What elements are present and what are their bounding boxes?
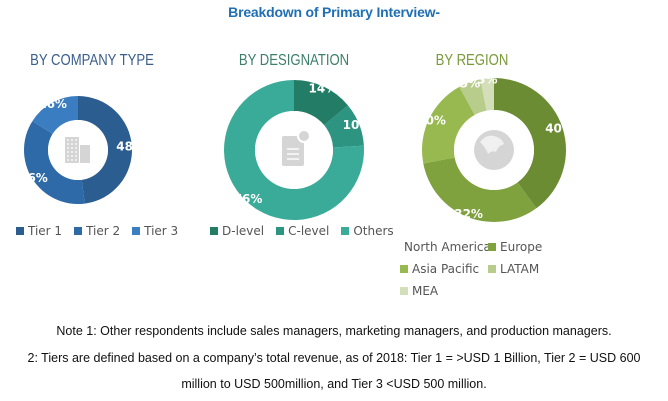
legend-label: Asia Pacific: [412, 262, 480, 276]
data-label-c-level: 10%: [343, 118, 372, 132]
data-label-europe: 32%: [454, 207, 483, 221]
legend-label: Tier 2: [86, 224, 121, 238]
data-label-tier-1: 48%: [116, 140, 145, 154]
slice-d-level: [294, 80, 348, 126]
data-label-tier-2: 36%: [19, 171, 48, 185]
legend-region: North America Europe Asia Pacific LATAM MEA: [400, 240, 570, 306]
legend-swatch: [132, 227, 141, 235]
legend-swatch: [16, 227, 24, 235]
legend-item-latam: LATAM: [488, 262, 548, 276]
legend-label: LATAM: [500, 262, 540, 276]
legend-item-d-level: D-level: [210, 224, 264, 238]
data-label-d-level: 14%: [309, 82, 338, 96]
legend-label: D-level: [222, 224, 265, 238]
legend-swatch: [400, 287, 408, 295]
legend-label: Others: [353, 224, 394, 238]
slice-others: [223, 80, 364, 220]
data-label-mea: 3%: [477, 72, 497, 86]
legend-swatch: [488, 265, 496, 273]
legend-company-type: Tier 1 Tier 2 Tier 3: [16, 224, 216, 238]
globe-icon: [474, 130, 514, 170]
document-icon: [282, 129, 311, 166]
legend-item-tier-1: Tier 1: [16, 224, 62, 238]
slice-asia-pacific: [422, 86, 475, 164]
legend-swatch: [276, 227, 285, 235]
slice-mea: [480, 78, 494, 111]
legend-label: Europe: [500, 240, 543, 254]
legend-label: Tier 1: [28, 224, 63, 238]
legend-item-mea: MEA: [400, 284, 488, 298]
chart-title-designation: BY DESIGNATION: [238, 52, 350, 69]
legend-label: C-level: [288, 224, 330, 238]
legend-item-north-america: North America: [400, 240, 491, 254]
legend-item-asia-pacific: Asia Pacific: [400, 262, 488, 276]
main-title: Breakdown of Primary Interview-: [228, 4, 440, 20]
legend-swatch: [400, 265, 408, 273]
data-label-north-america: 40%: [545, 122, 574, 136]
legend-item-tier-2: Tier 2: [74, 224, 120, 238]
slice-c-level: [324, 105, 364, 148]
note-2: 2: Tiers are defined based on a company’…: [27, 351, 641, 365]
chart-title-region: BY REGION: [435, 52, 509, 69]
legend-swatch: [341, 227, 350, 235]
legend-swatch: [488, 243, 496, 251]
chart-title-company-type: BY COMPANY TYPE: [30, 52, 154, 69]
slice-tier-2: [23, 121, 85, 204]
slice-tier-1: [78, 96, 133, 204]
legend-item-europe: Europe: [488, 240, 548, 254]
data-label-tier-3: 16%: [38, 97, 67, 111]
data-label-asia-pacific: 20%: [417, 114, 446, 128]
data-label-others: 76%: [234, 192, 263, 206]
legend-label: Tier 3: [144, 224, 179, 238]
slice-north-america: [494, 78, 567, 209]
legend-swatch: [210, 227, 218, 235]
legend-item-c-level: C-level: [276, 224, 329, 238]
legend-label: MEA: [412, 284, 439, 298]
legend-swatch: [74, 227, 83, 235]
legend-designation: D-level C-level Others: [210, 224, 410, 238]
data-label-latam: 5%: [460, 76, 480, 90]
note-3: million to USD 500million, and Tier 3 <U…: [181, 377, 487, 391]
legend-label: North America: [404, 240, 491, 254]
slice-tier-3: [32, 96, 78, 134]
building-icon: [65, 137, 90, 163]
slice-latam: [459, 79, 487, 115]
note-1: Note 1: Other respondents include sales …: [56, 324, 612, 338]
legend-item-others: Others: [341, 224, 394, 238]
slice-europe: [423, 157, 537, 223]
legend-item-tier-3: Tier 3: [132, 224, 178, 238]
